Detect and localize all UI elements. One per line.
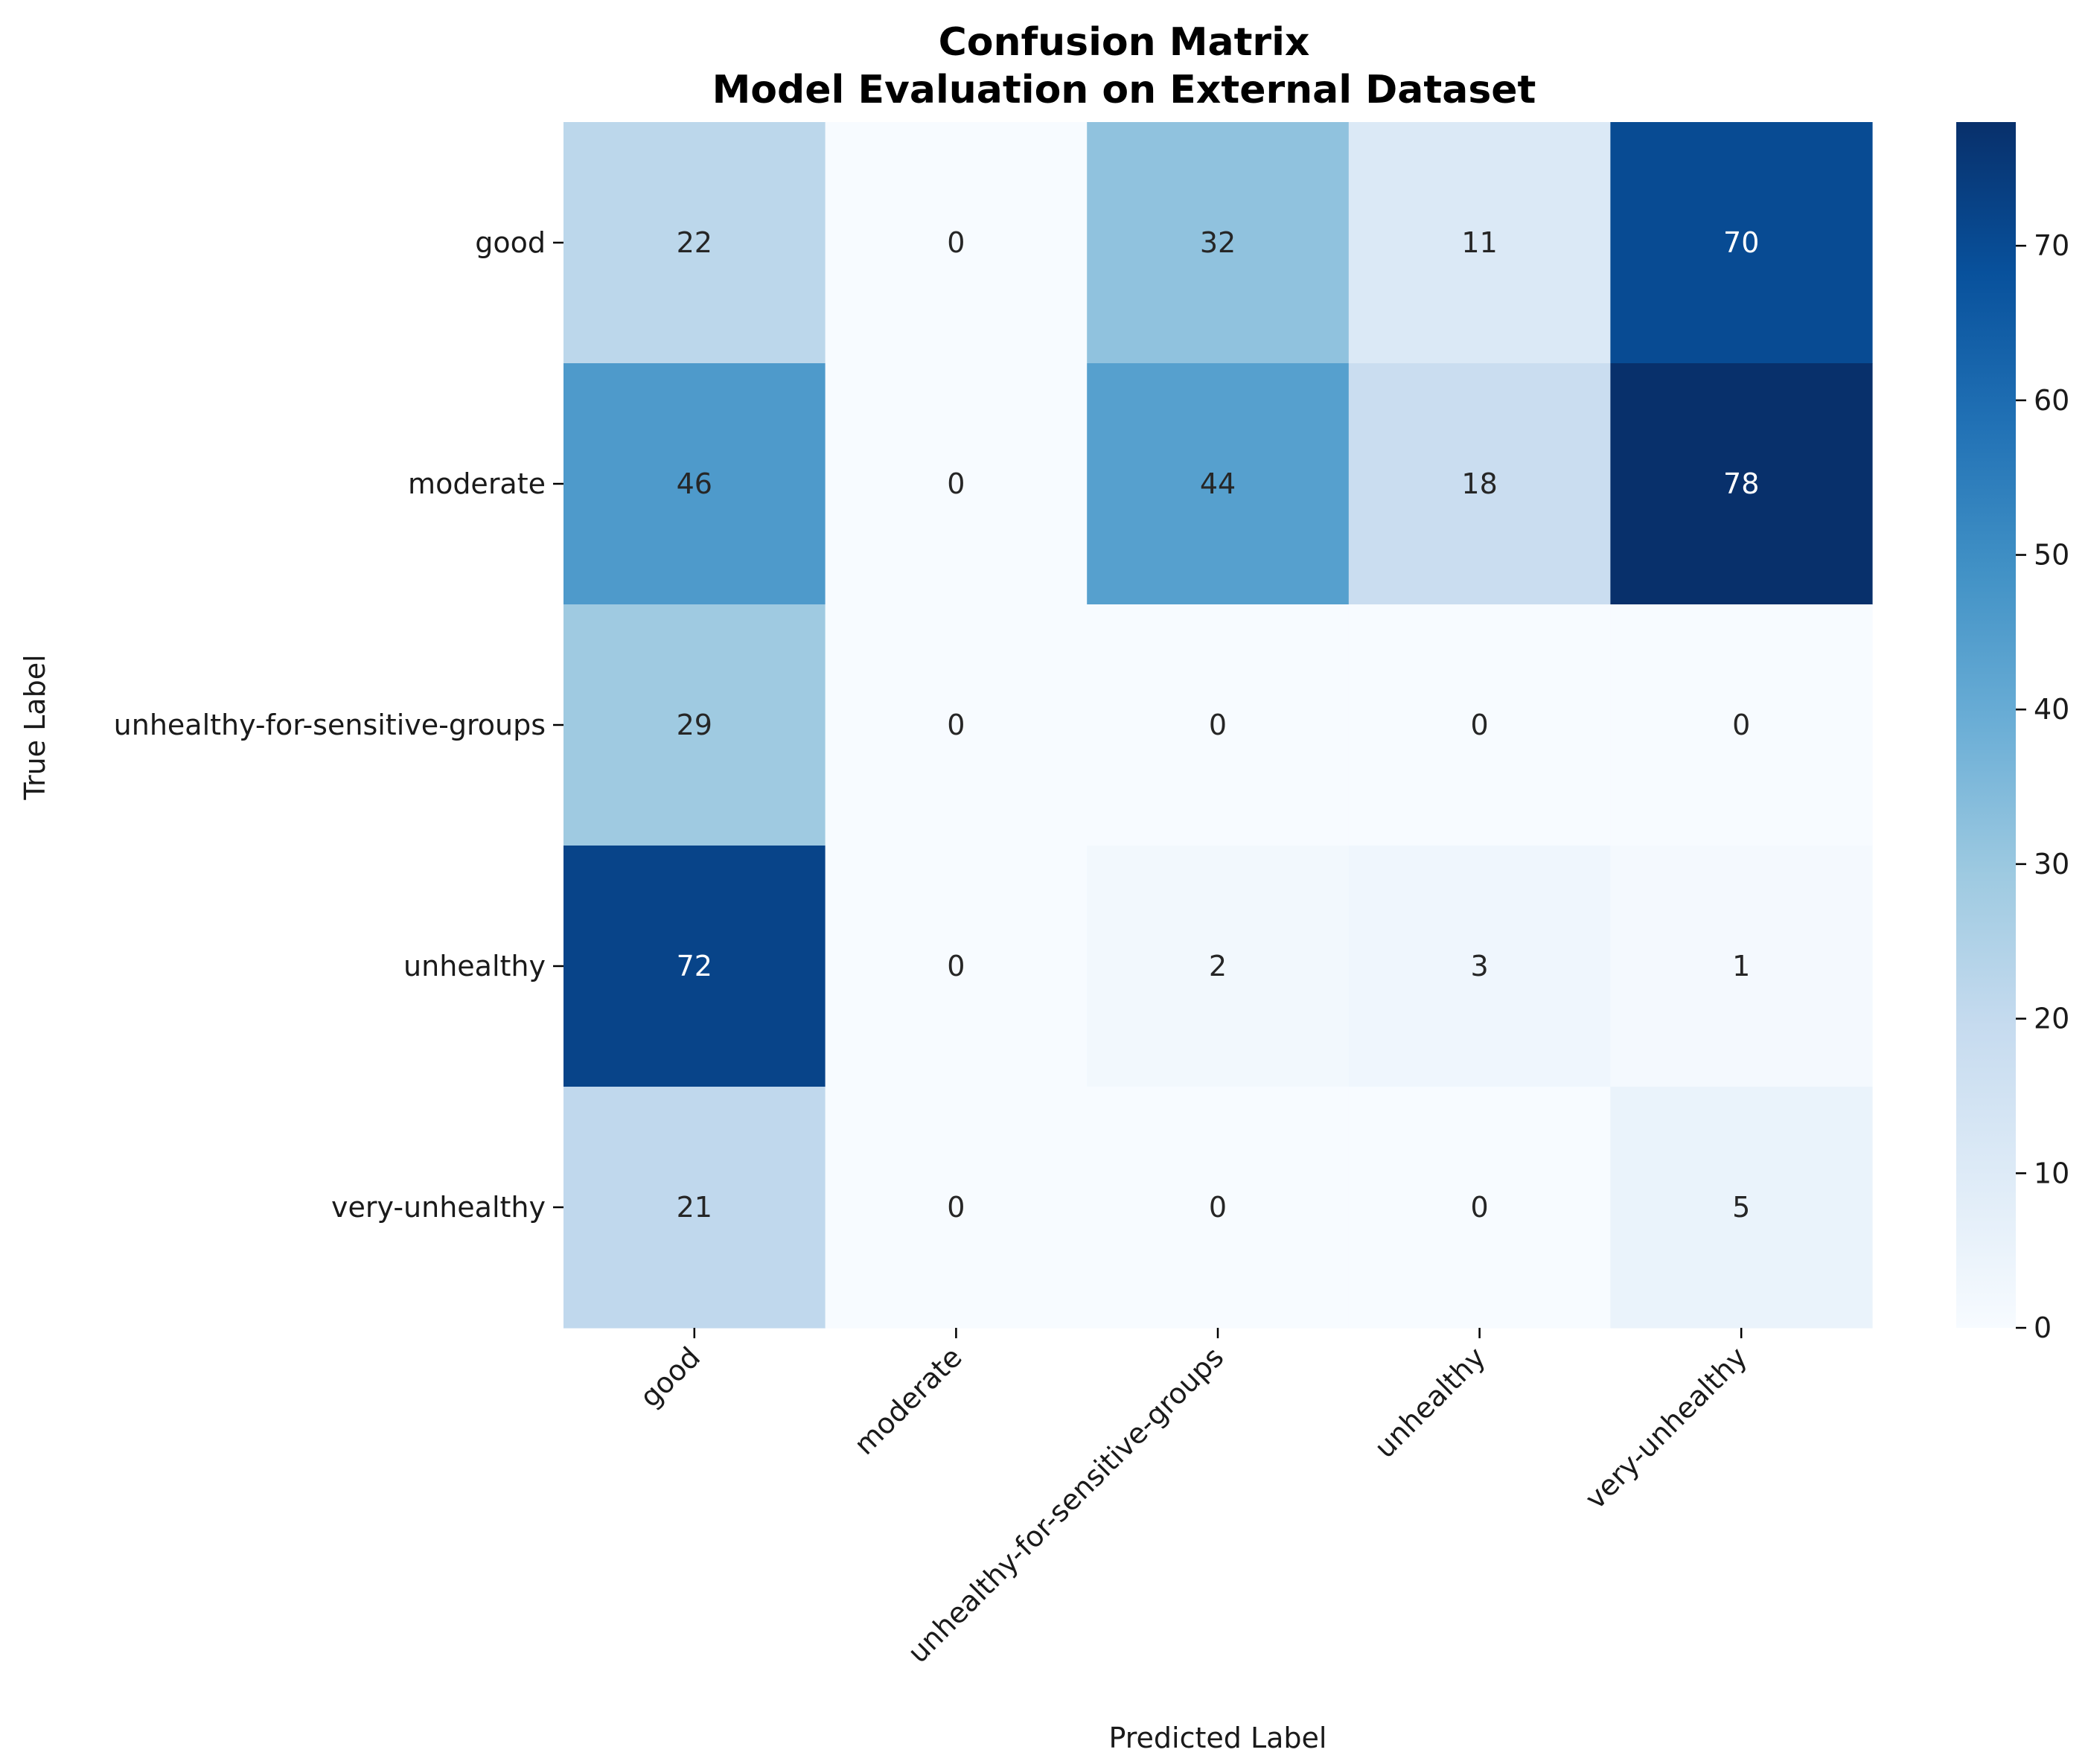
colorbar-tick-label-4: 40 [2034, 693, 2069, 726]
cell-value-label-r0-c1: 0 [947, 226, 965, 259]
colorbar [1956, 122, 2016, 1328]
heatmap-cell-r1-c4 [1610, 363, 1873, 605]
cell-value-label-r0-c2: 32 [1200, 226, 1236, 259]
cell-value-label-r2-c1: 0 [947, 709, 965, 741]
heatmap-cell-r1-c3 [1348, 363, 1611, 605]
heatmap-cell-r2-c4 [1610, 604, 1873, 846]
cell-value-label-r1-c2: 44 [1200, 467, 1236, 500]
heatmap-cell-r1-c0 [563, 363, 826, 605]
x-axis-ticks: good moderateunhealthy-for-sensitive-grou… [633, 1328, 1754, 1669]
colorbar-ticks: 0 10 20 30 40 50 60 70 [2016, 229, 2069, 1344]
heatmap-cell-r0-c4 [1610, 122, 1873, 364]
heatmap-cell-r4-c2 [1087, 1087, 1350, 1329]
cell-value-label-r4-c2: 0 [1209, 1191, 1227, 1224]
heatmap-cell-r2-c1 [825, 604, 1088, 846]
cell-value-label-r4-c1: 0 [947, 1191, 965, 1224]
heatmap-cell-r4-c0 [563, 1087, 826, 1329]
cell-value-label-r0-c3: 11 [1461, 226, 1497, 259]
y-axis-ticks: good moderate unhealthy-for-sensitive-grou… [114, 226, 563, 1224]
chart-title-line2: Model Evaluation on External Dataset [712, 68, 1536, 112]
heatmap-cell-r2-c3 [1348, 604, 1611, 846]
heatmap-cell-r2-c0 [563, 604, 826, 846]
cell-value-label-r0-c4: 70 [1723, 226, 1759, 259]
x-tick-label-1: moderate [848, 1340, 968, 1461]
colorbar-tick-label-3: 30 [2034, 848, 2069, 881]
cell-value-label-r3-c4: 1 [1732, 950, 1750, 982]
cell-value-label-r2-c3: 0 [1471, 709, 1489, 741]
heatmap-cells [563, 122, 1873, 1329]
heatmap-cell-labels: 22 0 32 11 70 46 0 44 18 78 29 0 0 0 0 72 0 2 3 1 21 0 0 0 5 [677, 226, 1760, 1224]
x-tick-label-0: good [633, 1340, 706, 1413]
y-tick-label-4: very-unhealthy [331, 1191, 546, 1224]
x-tick-label-4: very-unhealthy [1579, 1340, 1754, 1515]
cell-value-label-r4-c3: 0 [1471, 1191, 1489, 1224]
cell-value-label-r2-c0: 29 [677, 709, 712, 741]
cell-value-label-r2-c4: 0 [1732, 709, 1750, 741]
colorbar-tick-label-6: 60 [2034, 384, 2069, 417]
cell-value-label-r3-c2: 2 [1209, 950, 1227, 982]
colorbar-tick-label-1: 10 [2034, 1157, 2069, 1189]
heatmap-cell-r3-c1 [825, 846, 1088, 1087]
colorbar-tick-label-2: 20 [2034, 1003, 2069, 1035]
heatmap-cell-r0-c3 [1348, 122, 1611, 364]
heatmap-cell-r2-c2 [1087, 604, 1350, 846]
heatmap-cell-r0-c0 [563, 122, 826, 364]
colorbar-tick-label-5: 50 [2034, 539, 2069, 572]
heatmap-cell-r4-c3 [1348, 1087, 1611, 1329]
heatmap-cell-r4-c4 [1610, 1087, 1873, 1329]
x-axis-label: Predicted Label [1109, 1722, 1327, 1754]
cell-value-label-r3-c1: 0 [947, 950, 965, 982]
heatmap-cell-r1-c1 [825, 363, 1088, 605]
y-tick-label-3: unhealthy [403, 950, 546, 982]
heatmap-cell-r0-c1 [825, 122, 1088, 364]
x-tick-label-3: unhealthy [1368, 1340, 1492, 1464]
colorbar-tick-label-7: 70 [2034, 229, 2069, 262]
heatmap-cell-r0-c2 [1087, 122, 1350, 364]
cell-value-label-r1-c4: 78 [1723, 467, 1759, 500]
cell-value-label-r4-c0: 21 [677, 1191, 712, 1224]
heatmap-cell-r3-c0 [563, 846, 826, 1087]
y-tick-label-0: good [475, 226, 546, 259]
chart-title-line1: Confusion Matrix [939, 20, 1310, 65]
heatmap-cell-r3-c2 [1087, 846, 1350, 1087]
cell-value-label-r1-c0: 46 [677, 467, 712, 500]
cell-value-label-r1-c3: 18 [1461, 467, 1497, 500]
cell-value-label-r3-c3: 3 [1471, 950, 1489, 982]
heatmap-cell-r4-c1 [825, 1087, 1088, 1329]
cell-value-label-r1-c1: 0 [947, 467, 965, 500]
colorbar-tick-label-0: 0 [2034, 1311, 2052, 1344]
heatmap-cell-r3-c4 [1610, 846, 1873, 1087]
cell-value-label-r3-c0: 72 [677, 950, 712, 982]
y-tick-label-1: moderate [408, 467, 546, 500]
cell-value-label-r0-c0: 22 [677, 226, 712, 259]
cell-value-label-r2-c2: 0 [1209, 709, 1227, 741]
heatmap-cell-r1-c2 [1087, 363, 1350, 605]
y-axis-label: True Label [19, 654, 51, 800]
heatmap-cell-r3-c3 [1348, 846, 1611, 1087]
y-tick-label-2: unhealthy-for-sensitive-groups [114, 709, 546, 741]
x-tick-label-2: unhealthy-for-sensitive-groups [901, 1340, 1230, 1669]
cell-value-label-r4-c4: 5 [1732, 1191, 1750, 1224]
